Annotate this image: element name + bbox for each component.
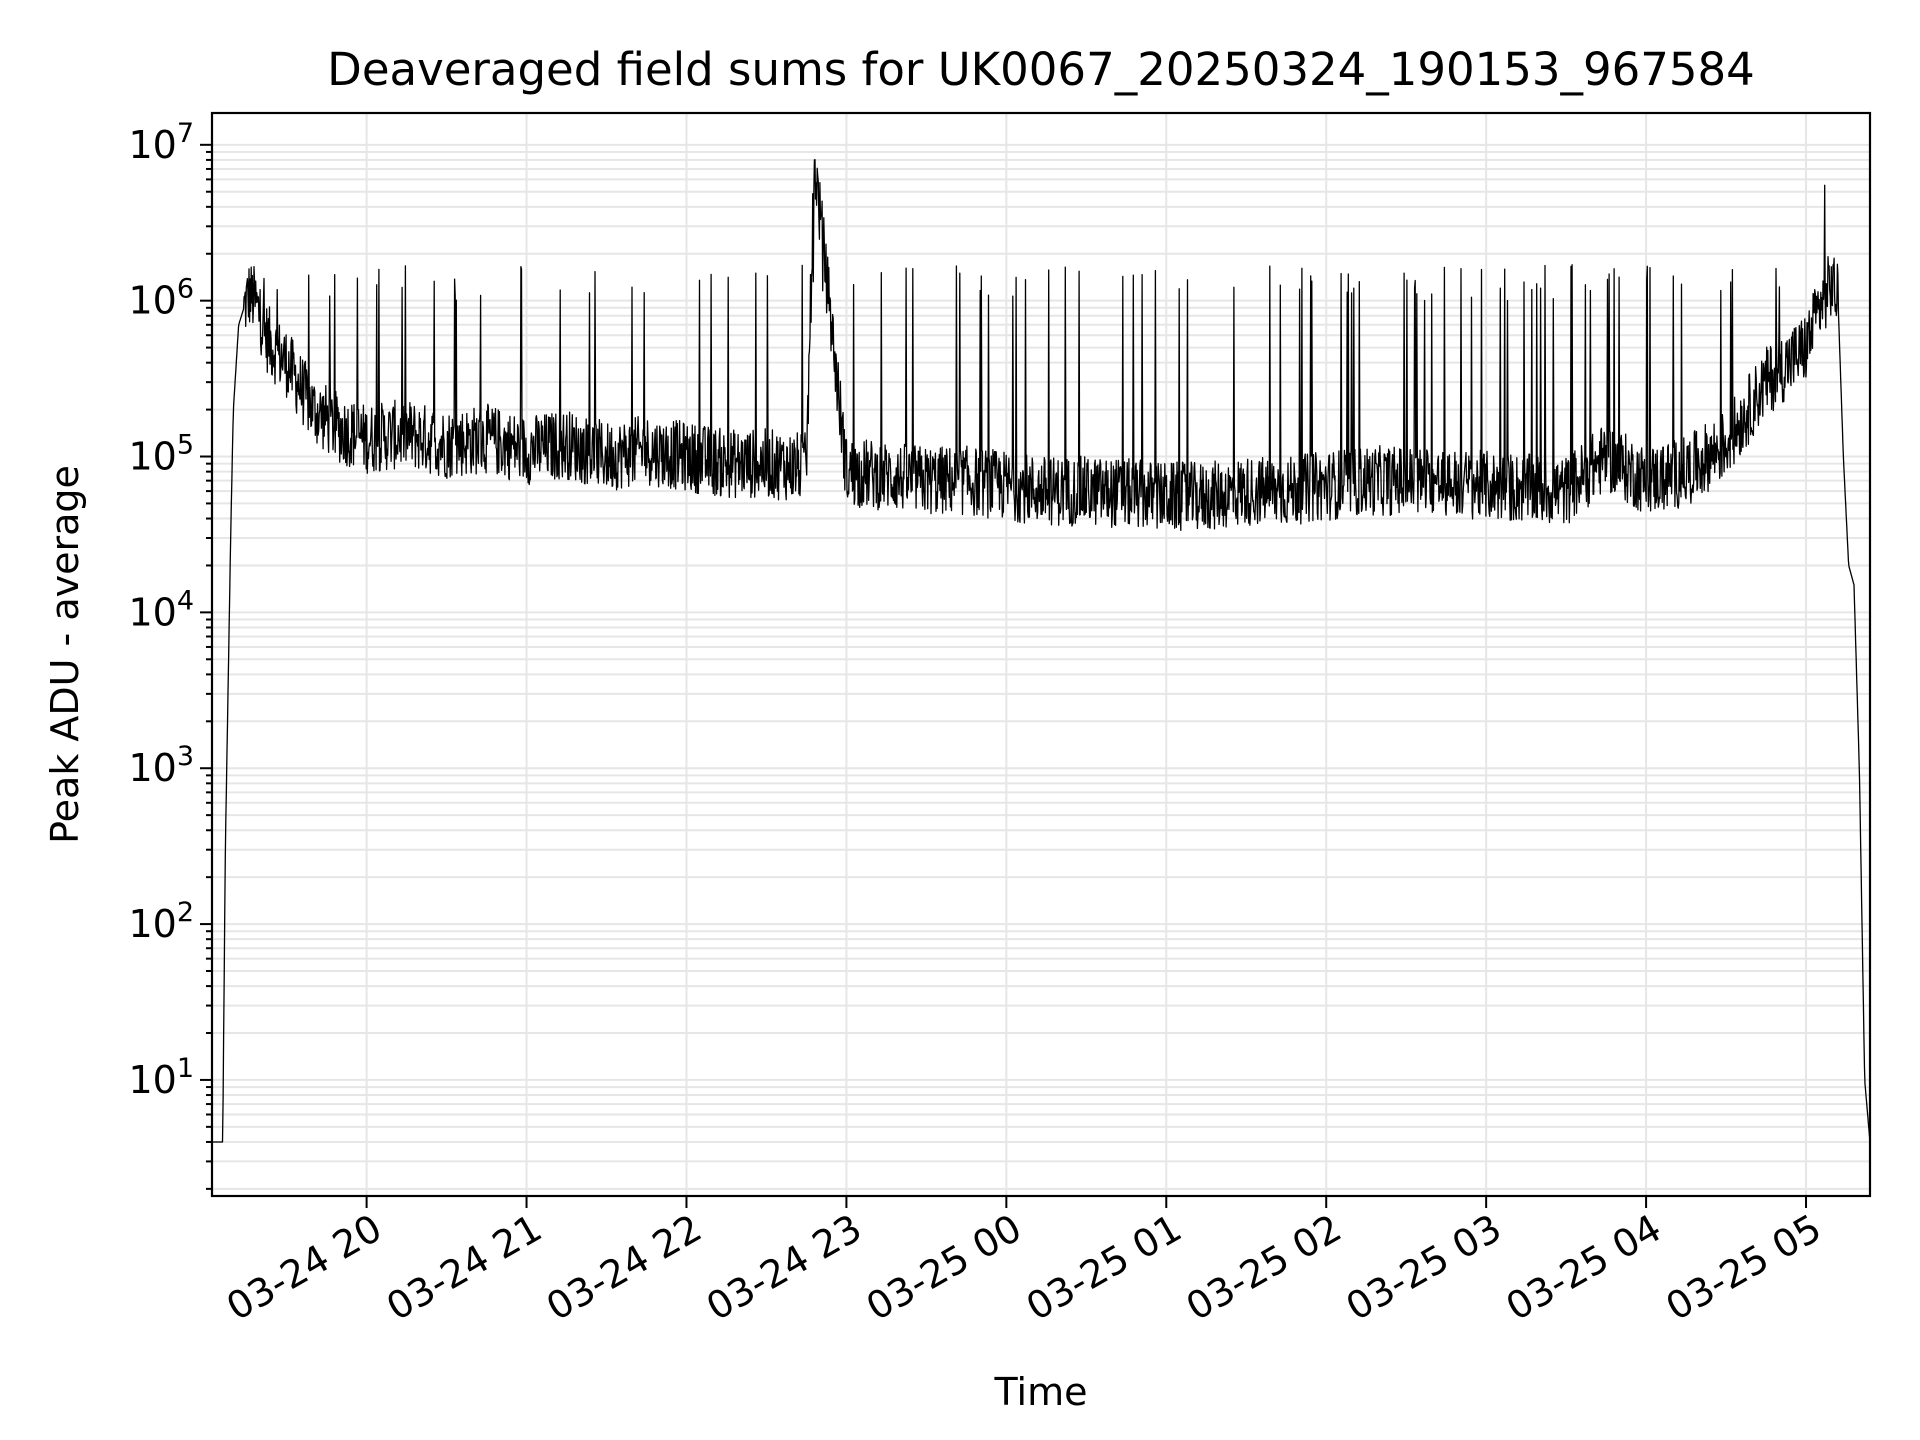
x-tick-label: 03-24 20: [219, 1206, 389, 1330]
x-axis-label: Time: [994, 1370, 1088, 1414]
y-tick-label: 104: [128, 585, 194, 634]
y-tick-label: 102: [128, 897, 194, 946]
x-tick-label: 03-24 21: [379, 1206, 549, 1330]
chart-title: Deaveraged field sums for UK0067_2025032…: [327, 43, 1755, 96]
y-tick-label: 103: [128, 741, 194, 790]
x-tick-label: 03-25 04: [1499, 1206, 1669, 1330]
y-axis-label: Peak ADU - average: [43, 465, 87, 844]
x-tick-label: 03-25 02: [1179, 1206, 1349, 1330]
plot-frame: [210, 111, 1872, 1198]
x-tick-label: 03-25 01: [1019, 1206, 1189, 1330]
grid: [212, 113, 1870, 1196]
x-tick-label: 03-24 23: [699, 1206, 869, 1330]
x-tick-label: 03-25 00: [859, 1206, 1029, 1330]
y-tick-label: 107: [128, 118, 194, 167]
series-layer: [211, 159, 1871, 1143]
x-tick-label: 03-25 03: [1339, 1206, 1509, 1330]
y-tick-label: 101: [128, 1053, 194, 1102]
y-tick-label: 105: [128, 430, 194, 479]
y-tick-label: 106: [128, 274, 194, 323]
x-tick-label: 03-25 05: [1659, 1206, 1829, 1330]
series-line: [211, 159, 1871, 1143]
x-tick-label: 03-24 22: [539, 1206, 709, 1330]
